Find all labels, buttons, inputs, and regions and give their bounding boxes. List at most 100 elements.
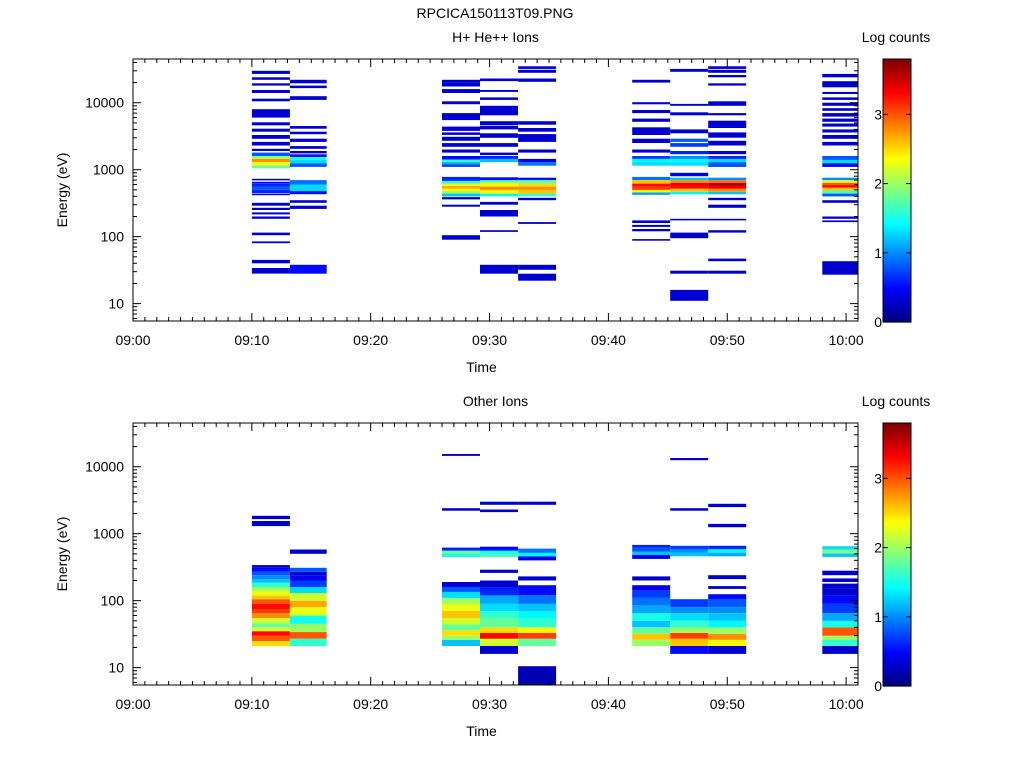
colorbar-segment (883, 460, 911, 464)
colorbar-segment (883, 98, 911, 102)
heatmap-cell (289, 200, 327, 203)
colorbar-segment (883, 519, 911, 523)
colorbar-segment (883, 234, 911, 238)
heatmap-cell (442, 611, 480, 618)
colorbar-segment (883, 265, 911, 268)
heatmap-cell (708, 639, 747, 646)
colorbar-segment (883, 504, 911, 507)
y-tick-label: 10 (108, 660, 124, 676)
y-tick-label: 10000 (85, 459, 124, 475)
heatmap-cell (632, 192, 671, 195)
colorbar-segment (883, 475, 911, 479)
colorbar-segment (883, 126, 911, 130)
heatmap-cell (289, 571, 327, 576)
colorbar-segment (883, 170, 911, 174)
heatmap-cell (480, 264, 518, 274)
heatmap-cell (251, 148, 290, 151)
colorbar-tick-label: 3 (874, 106, 882, 122)
colorbar-segment (883, 576, 911, 580)
colorbar-segment (883, 162, 911, 165)
heatmap-cell (251, 232, 290, 236)
heatmap-cell (480, 78, 518, 82)
heatmap-cell (251, 618, 290, 624)
colorbar-segment (883, 624, 911, 628)
heatmap-cell (251, 135, 290, 139)
colorbar-segment (883, 425, 911, 428)
colorbar-segment (883, 247, 911, 251)
heatmap-cell (670, 172, 709, 177)
colorbar-segment (883, 78, 911, 82)
heatmap-cell (251, 152, 290, 156)
colorbar-segment (883, 278, 911, 281)
colorbar-tick-label: 1 (874, 609, 882, 625)
heatmap-cell (632, 186, 671, 190)
colorbar-segment (883, 289, 911, 292)
colorbar-segment (883, 94, 911, 97)
heatmap-cell (822, 190, 858, 194)
heatmap-cell (518, 162, 557, 166)
heatmap-cell (442, 143, 480, 147)
heatmap-cell (632, 176, 671, 180)
heatmap-cell (251, 183, 290, 187)
heatmap-cell (251, 641, 290, 647)
colorbar-segment (883, 260, 911, 264)
heatmap-cell (251, 83, 290, 86)
heatmap-cell (442, 193, 480, 197)
colorbar-segment (883, 258, 911, 262)
heatmap-cell (289, 157, 327, 160)
heatmap-cell (289, 587, 327, 593)
colorbar-segment (883, 69, 911, 73)
colorbar-segment (883, 87, 911, 91)
heatmap-cell (708, 83, 747, 86)
colorbar-segment (883, 659, 911, 663)
heatmap-cell (518, 603, 557, 611)
colorbar-segment (883, 65, 911, 69)
colorbar-segment (883, 313, 911, 317)
heatmap-cell (632, 102, 671, 105)
heatmap-cell (708, 162, 747, 167)
colorbar-segment (883, 469, 911, 472)
heatmap-cell (518, 595, 557, 604)
colorbar-segment (883, 626, 911, 630)
heatmap-cell (442, 635, 480, 640)
x-tick-label: 09:50 (710, 332, 745, 348)
heatmap-cell (480, 143, 518, 147)
heatmap-cell (251, 90, 290, 93)
colorbar-segment (883, 214, 911, 218)
heatmap-cell (289, 607, 327, 616)
colorbar-segment (883, 271, 911, 275)
heatmap-cell (670, 638, 709, 646)
y-tick-label: 1000 (93, 526, 124, 542)
colorbar-segment (883, 118, 911, 121)
colorbar-segment (883, 622, 911, 626)
heatmap-cell (442, 162, 480, 165)
heatmap-cell (442, 547, 480, 551)
heatmap-cell (289, 85, 327, 89)
colorbar-segment (883, 306, 911, 310)
colorbar-segment (883, 225, 911, 229)
heatmap-cell (518, 611, 557, 618)
colorbar-segment (883, 291, 911, 295)
heatmap-cell (251, 627, 290, 632)
colorbar-segment (883, 512, 911, 516)
heatmap-cell (251, 70, 290, 74)
colorbar-segment (883, 269, 911, 273)
colorbar-segment (883, 212, 911, 216)
colorbar-segment (883, 227, 911, 231)
heatmap-cell (670, 182, 709, 186)
colorbar-tick-label: 1 (874, 245, 882, 261)
heatmap-cell (708, 549, 747, 553)
heatmap-cell (822, 97, 858, 100)
heatmap-cell (289, 126, 327, 129)
colorbar-segment (883, 633, 911, 637)
heatmap-cell (670, 270, 709, 274)
colorbar-segment (883, 635, 911, 639)
colorbar-segment (883, 181, 911, 185)
colorbar-segment (883, 455, 911, 459)
heatmap-cell (518, 193, 557, 197)
colorbar-segment (883, 539, 911, 542)
colorbar-segment (883, 462, 911, 466)
colorbar-segment (883, 311, 911, 314)
heatmap-cell (708, 69, 747, 73)
colorbar-segment (883, 449, 911, 453)
